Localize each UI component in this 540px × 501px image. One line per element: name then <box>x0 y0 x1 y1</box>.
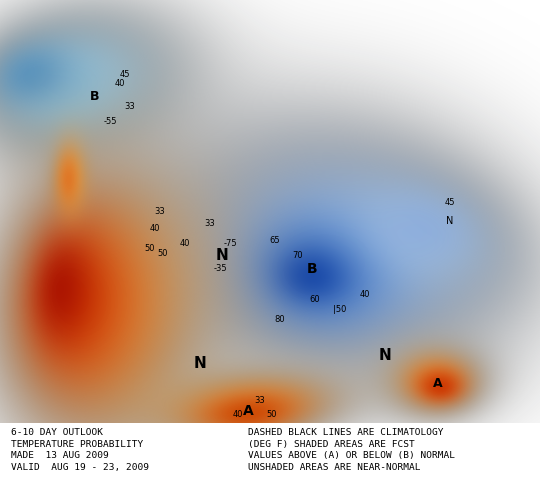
Text: 40: 40 <box>180 238 190 247</box>
Text: DASHED BLACK LINES ARE CLIMATOLOGY
(DEG F) SHADED AREAS ARE FCST
VALUES ABOVE (A: DASHED BLACK LINES ARE CLIMATOLOGY (DEG … <box>248 427 455 471</box>
Text: -55: -55 <box>103 117 117 126</box>
Text: 65: 65 <box>269 235 280 244</box>
Text: -75: -75 <box>223 238 237 247</box>
Text: 80: 80 <box>275 315 285 324</box>
Text: 45: 45 <box>120 70 130 79</box>
Text: 40: 40 <box>114 79 125 88</box>
Text: 33: 33 <box>205 218 215 227</box>
Text: A: A <box>242 403 253 417</box>
Text: -35: -35 <box>213 264 227 273</box>
Text: 50: 50 <box>158 248 168 258</box>
Text: 40: 40 <box>150 223 160 232</box>
Text: 50: 50 <box>267 409 277 418</box>
Text: 33: 33 <box>125 102 136 111</box>
Text: 50: 50 <box>145 243 156 253</box>
Text: 60: 60 <box>309 294 320 303</box>
Text: 40: 40 <box>233 409 243 418</box>
Text: 70: 70 <box>293 250 303 260</box>
Text: 45: 45 <box>445 198 455 207</box>
Text: A: A <box>433 376 443 389</box>
Text: N: N <box>215 247 228 263</box>
Text: B: B <box>307 262 318 276</box>
Text: N: N <box>194 355 206 370</box>
Text: N: N <box>379 347 392 362</box>
Text: |50: |50 <box>333 305 347 314</box>
Text: 6-10 DAY OUTLOOK
TEMPERATURE PROBABILITY
MADE  13 AUG 2009
VALID  AUG 19 - 23, 2: 6-10 DAY OUTLOOK TEMPERATURE PROBABILITY… <box>11 427 149 471</box>
Text: N: N <box>447 216 454 226</box>
Text: 40: 40 <box>360 289 370 298</box>
Text: 33: 33 <box>154 206 165 215</box>
Text: B: B <box>90 90 100 103</box>
Text: 33: 33 <box>255 396 265 404</box>
